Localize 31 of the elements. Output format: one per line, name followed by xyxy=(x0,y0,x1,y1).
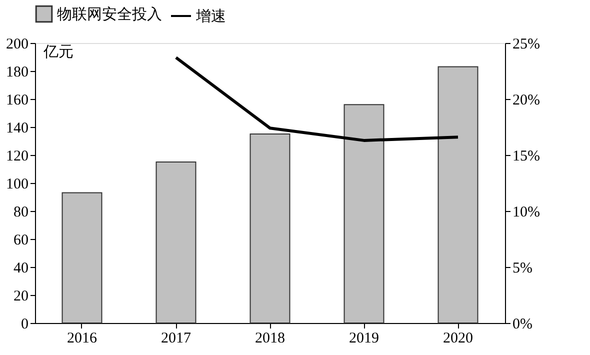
bar xyxy=(62,192,102,324)
y-tick-label: 160 xyxy=(6,92,28,108)
legend-label: 增速 xyxy=(195,8,226,25)
y-tick-label: 140 xyxy=(6,120,28,136)
x-tick-label: 2018 xyxy=(255,330,285,346)
y2-tick-label: 20% xyxy=(512,92,540,108)
y-tick-label: 120 xyxy=(6,148,28,164)
x-tick-label: 2017 xyxy=(161,330,192,346)
y2-tick-label: 15% xyxy=(512,148,540,164)
y-tick-label: 200 xyxy=(6,36,28,52)
y2-tick-label: 10% xyxy=(512,204,540,220)
y-axis-title: 亿元 xyxy=(42,44,74,60)
bar xyxy=(250,134,290,324)
y-tick-label: 60 xyxy=(14,232,28,248)
y-tick-label: 80 xyxy=(14,204,28,220)
bar xyxy=(344,104,384,324)
x-tick-label: 2016 xyxy=(67,330,98,346)
legend-label: 物联网安全投入 xyxy=(57,6,162,23)
y-tick-label: 40 xyxy=(14,260,28,276)
line-series xyxy=(174,56,460,142)
y2-tick-label: 25% xyxy=(512,36,540,52)
bar xyxy=(438,66,478,324)
y-tick-label: 100 xyxy=(6,176,28,192)
y2-tick-label: 0% xyxy=(512,316,532,332)
y-tick-label: 20 xyxy=(14,288,28,304)
y-tick-label: 180 xyxy=(6,64,28,80)
x-tick-label: 2019 xyxy=(349,330,379,346)
bar xyxy=(156,162,196,324)
y-tick-label: 0 xyxy=(21,316,28,332)
x-tick-label: 2020 xyxy=(443,330,473,346)
y2-tick-label: 5% xyxy=(512,260,532,276)
